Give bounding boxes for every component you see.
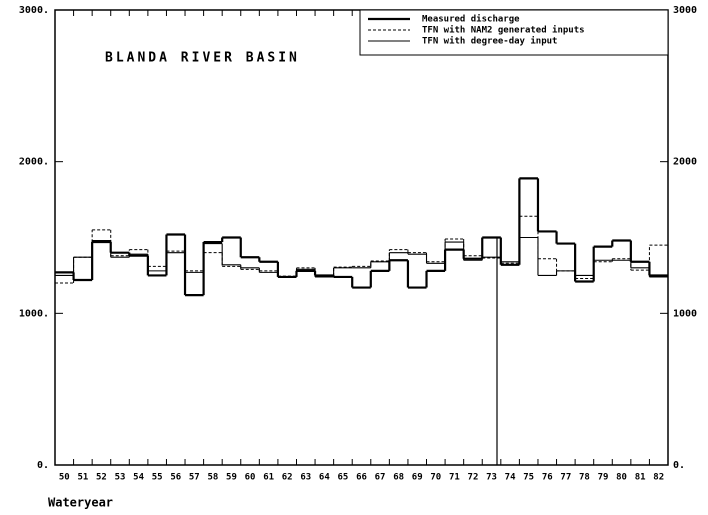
y2-tick-label: 1000 [673, 308, 697, 319]
x-tick-label: 57 [189, 473, 200, 483]
x-tick-label: 74 [505, 473, 516, 483]
x-axis-label: Wateryear [48, 496, 113, 510]
legend-box [359, 9, 669, 56]
x-tick-label: 68 [393, 473, 404, 483]
step-riser [72, 178, 651, 296]
x-tick-label: 50 [59, 473, 70, 483]
step-riser [73, 237, 650, 277]
step-riser [73, 216, 650, 283]
x-tick-label: 79 [598, 473, 609, 483]
x-tick-label: 66 [356, 473, 367, 483]
x-tick-label: 76 [542, 473, 553, 483]
plot-frame [54, 9, 669, 466]
y2-tick-label: 3000 [673, 5, 697, 16]
x-tick-label: 73 [486, 473, 497, 483]
x-tick-label: 64 [319, 473, 330, 483]
x-tick-label: 61 [263, 473, 274, 483]
x-tick-label: 65 [338, 473, 349, 483]
x-tick-label: 69 [412, 473, 423, 483]
x-tick-label: 63 [300, 473, 311, 483]
x-tick-label: 72 [468, 473, 479, 483]
legend-label: Measured discharge [422, 14, 520, 25]
x-tick-label: 60 [245, 473, 256, 483]
y2-tick-label: 2000 [673, 157, 697, 168]
x-tick-label: 82 [653, 473, 664, 483]
y-tick-label: 0. [37, 460, 49, 471]
x-tick-label: 78 [579, 473, 590, 483]
x-tick-label: 67 [375, 473, 386, 483]
x-tick-label: 56 [170, 473, 181, 483]
x-tick-label: 53 [115, 473, 126, 483]
x-tick-label: 75 [523, 473, 534, 483]
x-tick-label: 62 [282, 473, 293, 483]
x-tick-label: 51 [77, 473, 88, 483]
legend-label: TFN with NAM2 generated inputs [422, 25, 585, 36]
x-tick-label: 77 [560, 473, 571, 483]
y-tick-label: 3000. [19, 5, 49, 16]
y-tick-label: 1000. [19, 308, 49, 319]
x-tick-label: 70 [430, 473, 441, 483]
x-tick-label: 52 [96, 473, 107, 483]
x-tick-label: 80 [616, 473, 627, 483]
x-tick-label: 55 [152, 473, 163, 483]
y2-tick-label: 0. [673, 460, 685, 471]
x-tick-label: 54 [133, 473, 144, 483]
x-tick-label: 71 [449, 473, 460, 483]
chart-title: BLANDA RIVER BASIN [105, 51, 300, 66]
x-tick-label: 81 [635, 473, 646, 483]
legend-label: TFN with degree-day input [422, 36, 557, 47]
y-tick-label: 2000. [19, 157, 49, 168]
x-tick-label: 58 [207, 473, 218, 483]
x-tick-label: 59 [226, 473, 237, 483]
